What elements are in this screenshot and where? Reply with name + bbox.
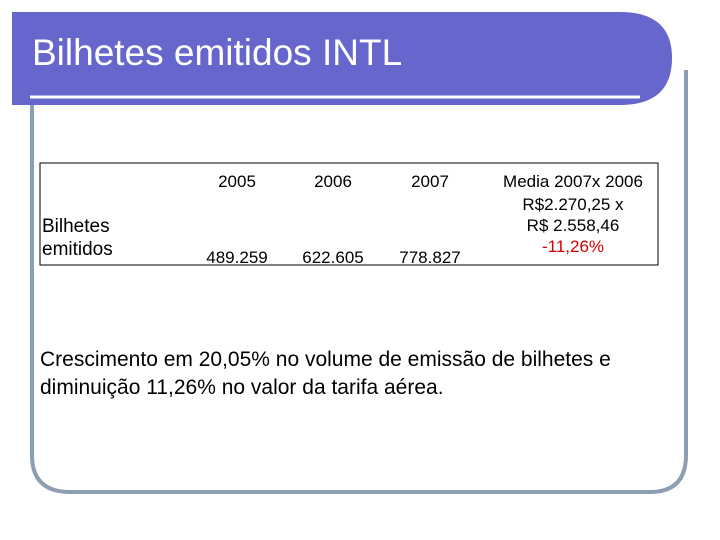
slide-title: Bilhetes emitidos INTL (32, 32, 403, 73)
table-border (39, 162, 659, 266)
comparison-cell: R$2.270,25 x R$ 2.558,46 -11,26% (522, 194, 623, 257)
content-frame (30, 70, 688, 494)
comparison-line: R$ 2.558,46 (526, 216, 620, 235)
table-header: Media 2007x 2006 (503, 172, 643, 191)
table-value: 489.259 (206, 248, 268, 267)
comparison-change: -11,26% (541, 237, 605, 256)
body-text: Crescimento em 20,05% no volume de emiss… (40, 348, 611, 399)
comparison-line: R$2.270,25 x (522, 195, 624, 214)
table-header: 2006 (314, 172, 352, 191)
table-value: 622.605 (302, 248, 364, 267)
table-header: 2007 (411, 172, 449, 191)
row-label: Bilhetes emitidos (42, 216, 113, 260)
title-bar (12, 12, 672, 105)
table-header: 2005 (218, 172, 256, 191)
table-value: 778.827 (399, 248, 461, 267)
